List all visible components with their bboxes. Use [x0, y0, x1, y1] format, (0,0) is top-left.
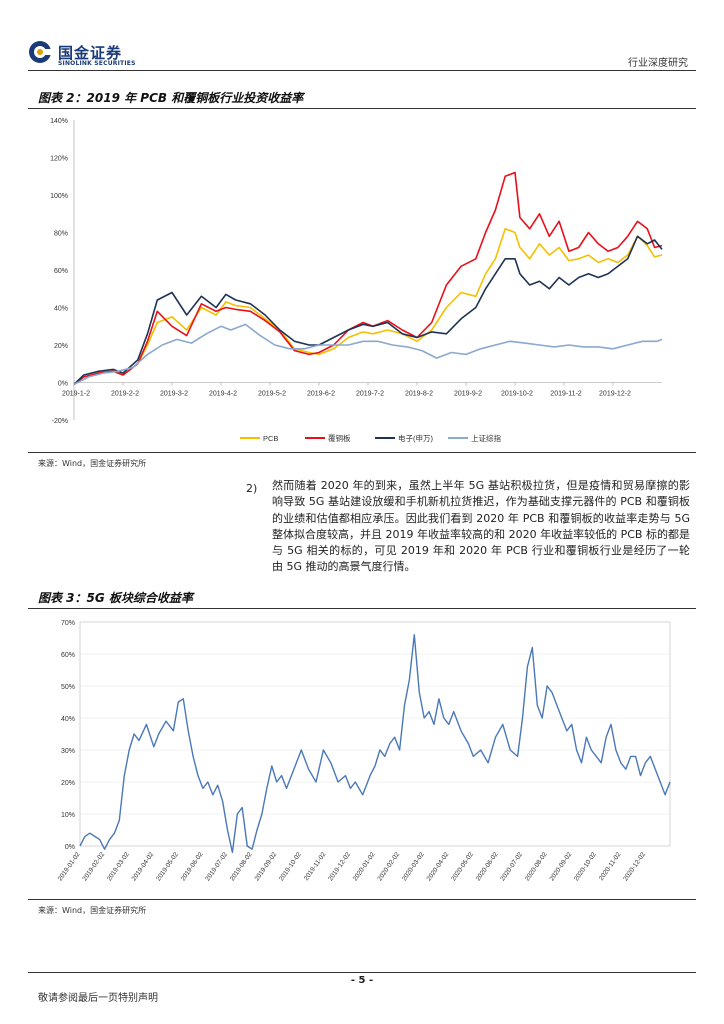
series-line: [73, 323, 663, 386]
report-type: 行业深度研究: [628, 58, 688, 69]
series-line: [73, 171, 663, 386]
x-tick-label: 2019-08-02: [229, 851, 254, 883]
y-tick-label: 10%: [61, 812, 75, 819]
legend-label: PCB: [263, 434, 278, 443]
sinolink-logo-icon: [29, 41, 51, 63]
x-tick-label: 2019-12-2: [599, 391, 631, 398]
figure-3-bottom-rule: [28, 899, 696, 900]
x-tick-label: 2020-08-02: [524, 851, 549, 883]
page-number: - 5 -: [350, 975, 374, 986]
paragraph-number: 2): [246, 482, 258, 495]
series-line: [79, 634, 671, 854]
y-tick-label: 60%: [61, 652, 75, 659]
y-tick-label: 40%: [54, 306, 68, 313]
x-tick-label: 2019-02-02: [81, 851, 106, 883]
x-tick-label: 2019-8-2: [405, 391, 433, 398]
series-line: [73, 228, 663, 386]
header-divider: [28, 70, 696, 71]
figure-2-title: 图表 2：2019 年 PCB 和覆铜板行业投资收益率: [38, 91, 304, 105]
figure-3-chart: 0% 10% 20% 30% 40% 50% 60% 70% 2019-01-02 2019-02…: [57, 620, 671, 883]
x-tick-label: 2020-03-02: [401, 851, 426, 883]
plot-frame: [79, 621, 671, 847]
y-tick-label: 40%: [61, 716, 75, 723]
x-tick-label: 2020-06-02: [475, 851, 500, 883]
body-paragraph: 然而随着 2020 年的到来，虽然上半年 5G 基站积极拉货，但是疫情和贸易摩擦…: [272, 479, 690, 574]
figure-2-chart: -20% 0% 20% 40% 60% 80% 100% 120% 140% 2019-1-2 20…: [50, 118, 663, 443]
x-tick-label: 2019-10-02: [278, 851, 303, 883]
x-tick-label: 2019-11-2: [550, 391, 582, 398]
logo-subtext: SINOLINK SECURITIES: [58, 60, 136, 67]
footer-disclaimer: 敬请参阅最后一页特别声明: [38, 993, 158, 1004]
footer-divider: [28, 972, 696, 973]
x-tick-label: 2019-07-02: [204, 851, 229, 883]
y-tick-label: 20%: [54, 343, 68, 350]
x-tick-label: 2019-12-02: [327, 851, 352, 883]
x-tick-label: 2019-6-2: [307, 391, 335, 398]
figure-3-title: 图表 3：5G 板块综合收益率: [38, 591, 193, 605]
y-tick-label: 0%: [58, 381, 68, 388]
figure-3-source: 来源：Wind，国金证券研究所: [38, 906, 147, 915]
x-tick-label: 2019-06-02: [180, 851, 205, 883]
x-tick-label: 2020-04-02: [426, 851, 451, 883]
x-tick-label: 2019-5-2: [258, 391, 286, 398]
y-tick-label: 100%: [50, 193, 68, 200]
y-tick-label: 80%: [54, 231, 68, 238]
figure-2-top-rule: [28, 108, 696, 109]
x-tick-label: 2019-9-2: [454, 391, 482, 398]
x-tick-label: 2020-02-02: [376, 851, 401, 883]
x-tick-label: 2019-7-2: [356, 391, 384, 398]
x-tick-label: 2019-4-2: [209, 391, 237, 398]
x-tick-label: 2019-1-2: [62, 391, 90, 398]
y-tick-label: 30%: [61, 748, 75, 755]
series-line: [73, 235, 663, 385]
x-tick-label: 2020-01-02: [352, 851, 377, 883]
x-tick-label: 2020-09-02: [548, 851, 573, 883]
x-tick-label: 2019-3-2: [160, 391, 188, 398]
x-tick-label: 2019-11-02: [303, 851, 328, 882]
y-tick-label: 120%: [50, 156, 68, 163]
x-tick-label: 2020-10-02: [573, 851, 598, 883]
y-tick-label: 60%: [54, 268, 68, 275]
y-tick-label: 20%: [61, 780, 75, 787]
x-tick-label: 2020-07-02: [499, 851, 524, 883]
x-tick-label: 2019-09-02: [253, 851, 278, 883]
x-tick-label: 2019-04-02: [131, 851, 156, 883]
legend-label: 上证综指: [471, 433, 501, 443]
x-tick-label: 2019-2-2: [111, 391, 139, 398]
x-tick-label: 2020-11-02: [598, 851, 623, 882]
y-tick-label: 70%: [61, 620, 75, 627]
x-tick-label: 2020-12-02: [622, 851, 647, 883]
y-tick-label: 0%: [65, 844, 75, 851]
y-tick-label: -20%: [52, 418, 68, 425]
legend-label: 电子(申万): [398, 433, 433, 443]
figure-2-bottom-rule: [28, 452, 696, 453]
figure-2-source: 来源：Wind，国金证券研究所: [38, 459, 147, 468]
y-tick-label: 50%: [61, 684, 75, 691]
x-tick-label: 2019-01-02: [57, 851, 82, 883]
figure-3-top-rule: [28, 608, 696, 609]
x-tick-label: 2019-05-02: [155, 851, 180, 883]
logo-text: 国金证券: [58, 44, 123, 62]
x-tick-label: 2019-03-02: [106, 851, 131, 883]
x-tick-label: 2019-10-2: [501, 391, 533, 398]
legend-label: 覆铜板: [328, 433, 351, 443]
x-tick-label: 2020-05-02: [450, 851, 475, 883]
y-tick-label: 140%: [50, 118, 68, 125]
